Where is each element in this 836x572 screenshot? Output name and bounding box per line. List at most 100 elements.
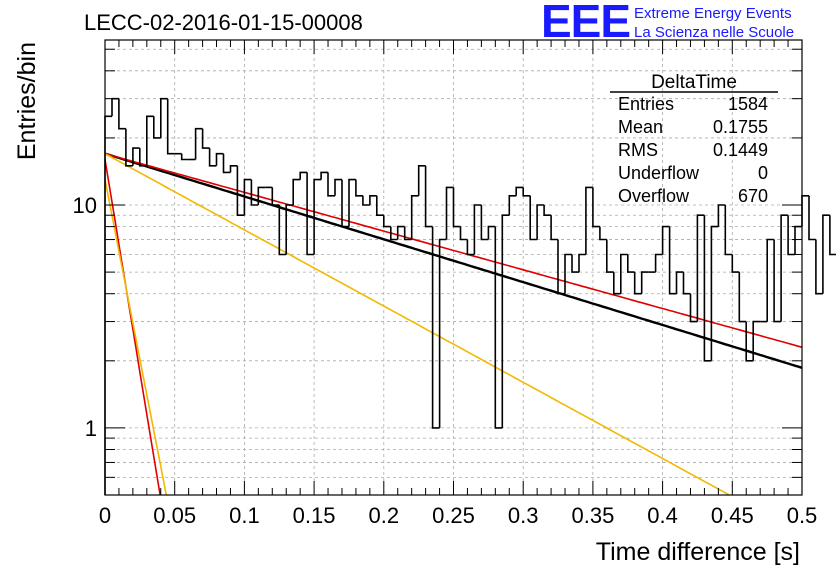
histogram-bin [829,215,836,256]
histogram-bin [299,171,308,180]
histogram-bin [424,165,433,228]
histogram-bars [104,97,836,495]
y-tick-labels: 1 10 [73,193,97,441]
histogram-bin [578,253,586,273]
stats-title: DeltaTime [651,72,737,93]
histogram-bin [194,127,203,160]
histogram-bin [459,226,468,241]
histogram-bin [592,187,600,228]
histogram-bin [383,215,391,228]
histogram-bin [348,178,356,227]
histogram-bin [355,179,363,197]
histogram-bin [487,225,496,240]
histogram-bin [166,98,175,155]
histogram-bin [515,186,524,196]
histogram-bin [543,205,552,216]
histogram-bin [780,214,789,322]
x-tick-labels: 0 0.05 0.1 0.15 0.2 0.25 0.3 0.35 0.4 0.45 0.5 [99,503,817,528]
histogram-bin [306,172,315,256]
x-axis-label: Time difference [s] [596,538,800,566]
stats-label: Mean [618,117,663,137]
histogram-bin [731,254,740,273]
stats-value: 0.1755 [713,117,768,137]
axis-ticks [104,40,803,496]
histogram-bin [334,178,342,196]
histogram-bin [445,186,454,240]
histogram-bin [738,272,747,323]
histogram-bin [773,239,782,323]
histogram-bin [696,214,705,322]
histogram-bin [675,271,684,294]
histogram-bin [466,239,475,256]
fit-curve-1 [104,152,803,369]
histogram-bin [536,204,545,240]
histogram-bin [508,195,517,216]
stats-value: 670 [738,186,768,206]
histogram-bin [278,205,287,256]
histogram-bin [787,215,795,256]
x-tick-label: 0.2 [369,503,400,528]
histogram-bin [250,179,259,206]
histogram-bin [620,253,628,294]
x-tick-label: 0.05 [153,503,196,528]
stats-label: Overflow [618,186,690,206]
histogram-bin [550,215,558,241]
fit-curve-4 [104,159,161,496]
histogram-bin [139,148,147,167]
histogram-bin [160,97,168,138]
histogram-bin [285,204,294,255]
fit-curve-2 [104,152,803,349]
histogram-bin [362,195,370,206]
logo-line-2: La Scienza nelle Scuole [634,24,795,41]
histogram-bin [724,205,733,256]
histogram-bin [410,195,419,240]
histogram-bin [599,226,607,241]
x-tick-label: 0.3 [508,503,539,528]
histogram-bin [292,178,301,205]
x-tick-label: 0.15 [293,503,336,528]
histogram-bin [111,97,119,117]
x-tick-label: 0.45 [711,503,754,528]
histogram-bin [668,226,677,295]
logo-line-1: Extreme Energy Events [634,5,792,22]
histogram-bin [243,178,252,216]
histogram-bin [396,225,405,240]
histogram-bin [522,187,531,197]
histogram-bin [682,272,691,295]
histogram-bin [815,239,823,295]
stats-value: 1584 [728,94,768,114]
histogram-bin [585,186,593,255]
x-tick-label: 0.25 [432,503,475,528]
histogram-bin [564,253,572,294]
histogram-bin [473,204,482,255]
histogram-bin [494,226,503,429]
histogram-bin [822,214,830,294]
histogram-bin [215,152,224,166]
histogram-bin [640,271,649,294]
fit-curves [104,152,803,496]
histogram-bin [571,254,579,273]
histogram-bin [794,225,802,255]
histogram-bin [327,172,335,197]
x-tick-label: 0.5 [787,503,818,528]
histogram-bin [403,226,412,241]
histogram-bin [752,320,761,361]
histogram-bin [710,225,719,361]
histogram-bin [717,204,726,227]
fit-curve-3 [104,152,730,496]
x-tick-label: 0.1 [229,503,260,528]
x-tick-label: 0 [99,503,111,528]
eee-logo: EEE [541,0,631,47]
histogram-bin [390,226,398,241]
y-axis-label: Entries/bin [13,42,41,160]
histogram-bin [146,115,154,166]
histogram-bin [654,253,663,273]
stats-label: RMS [618,140,658,160]
y-tick-label: 1 [85,416,97,441]
histogram-bin [236,165,245,216]
histogram-bin [529,195,538,241]
logo-text: Extreme Energy Events La Scienza nelle S… [634,4,794,42]
histogram-bin [431,226,440,429]
stats-label: Underflow [618,163,700,183]
